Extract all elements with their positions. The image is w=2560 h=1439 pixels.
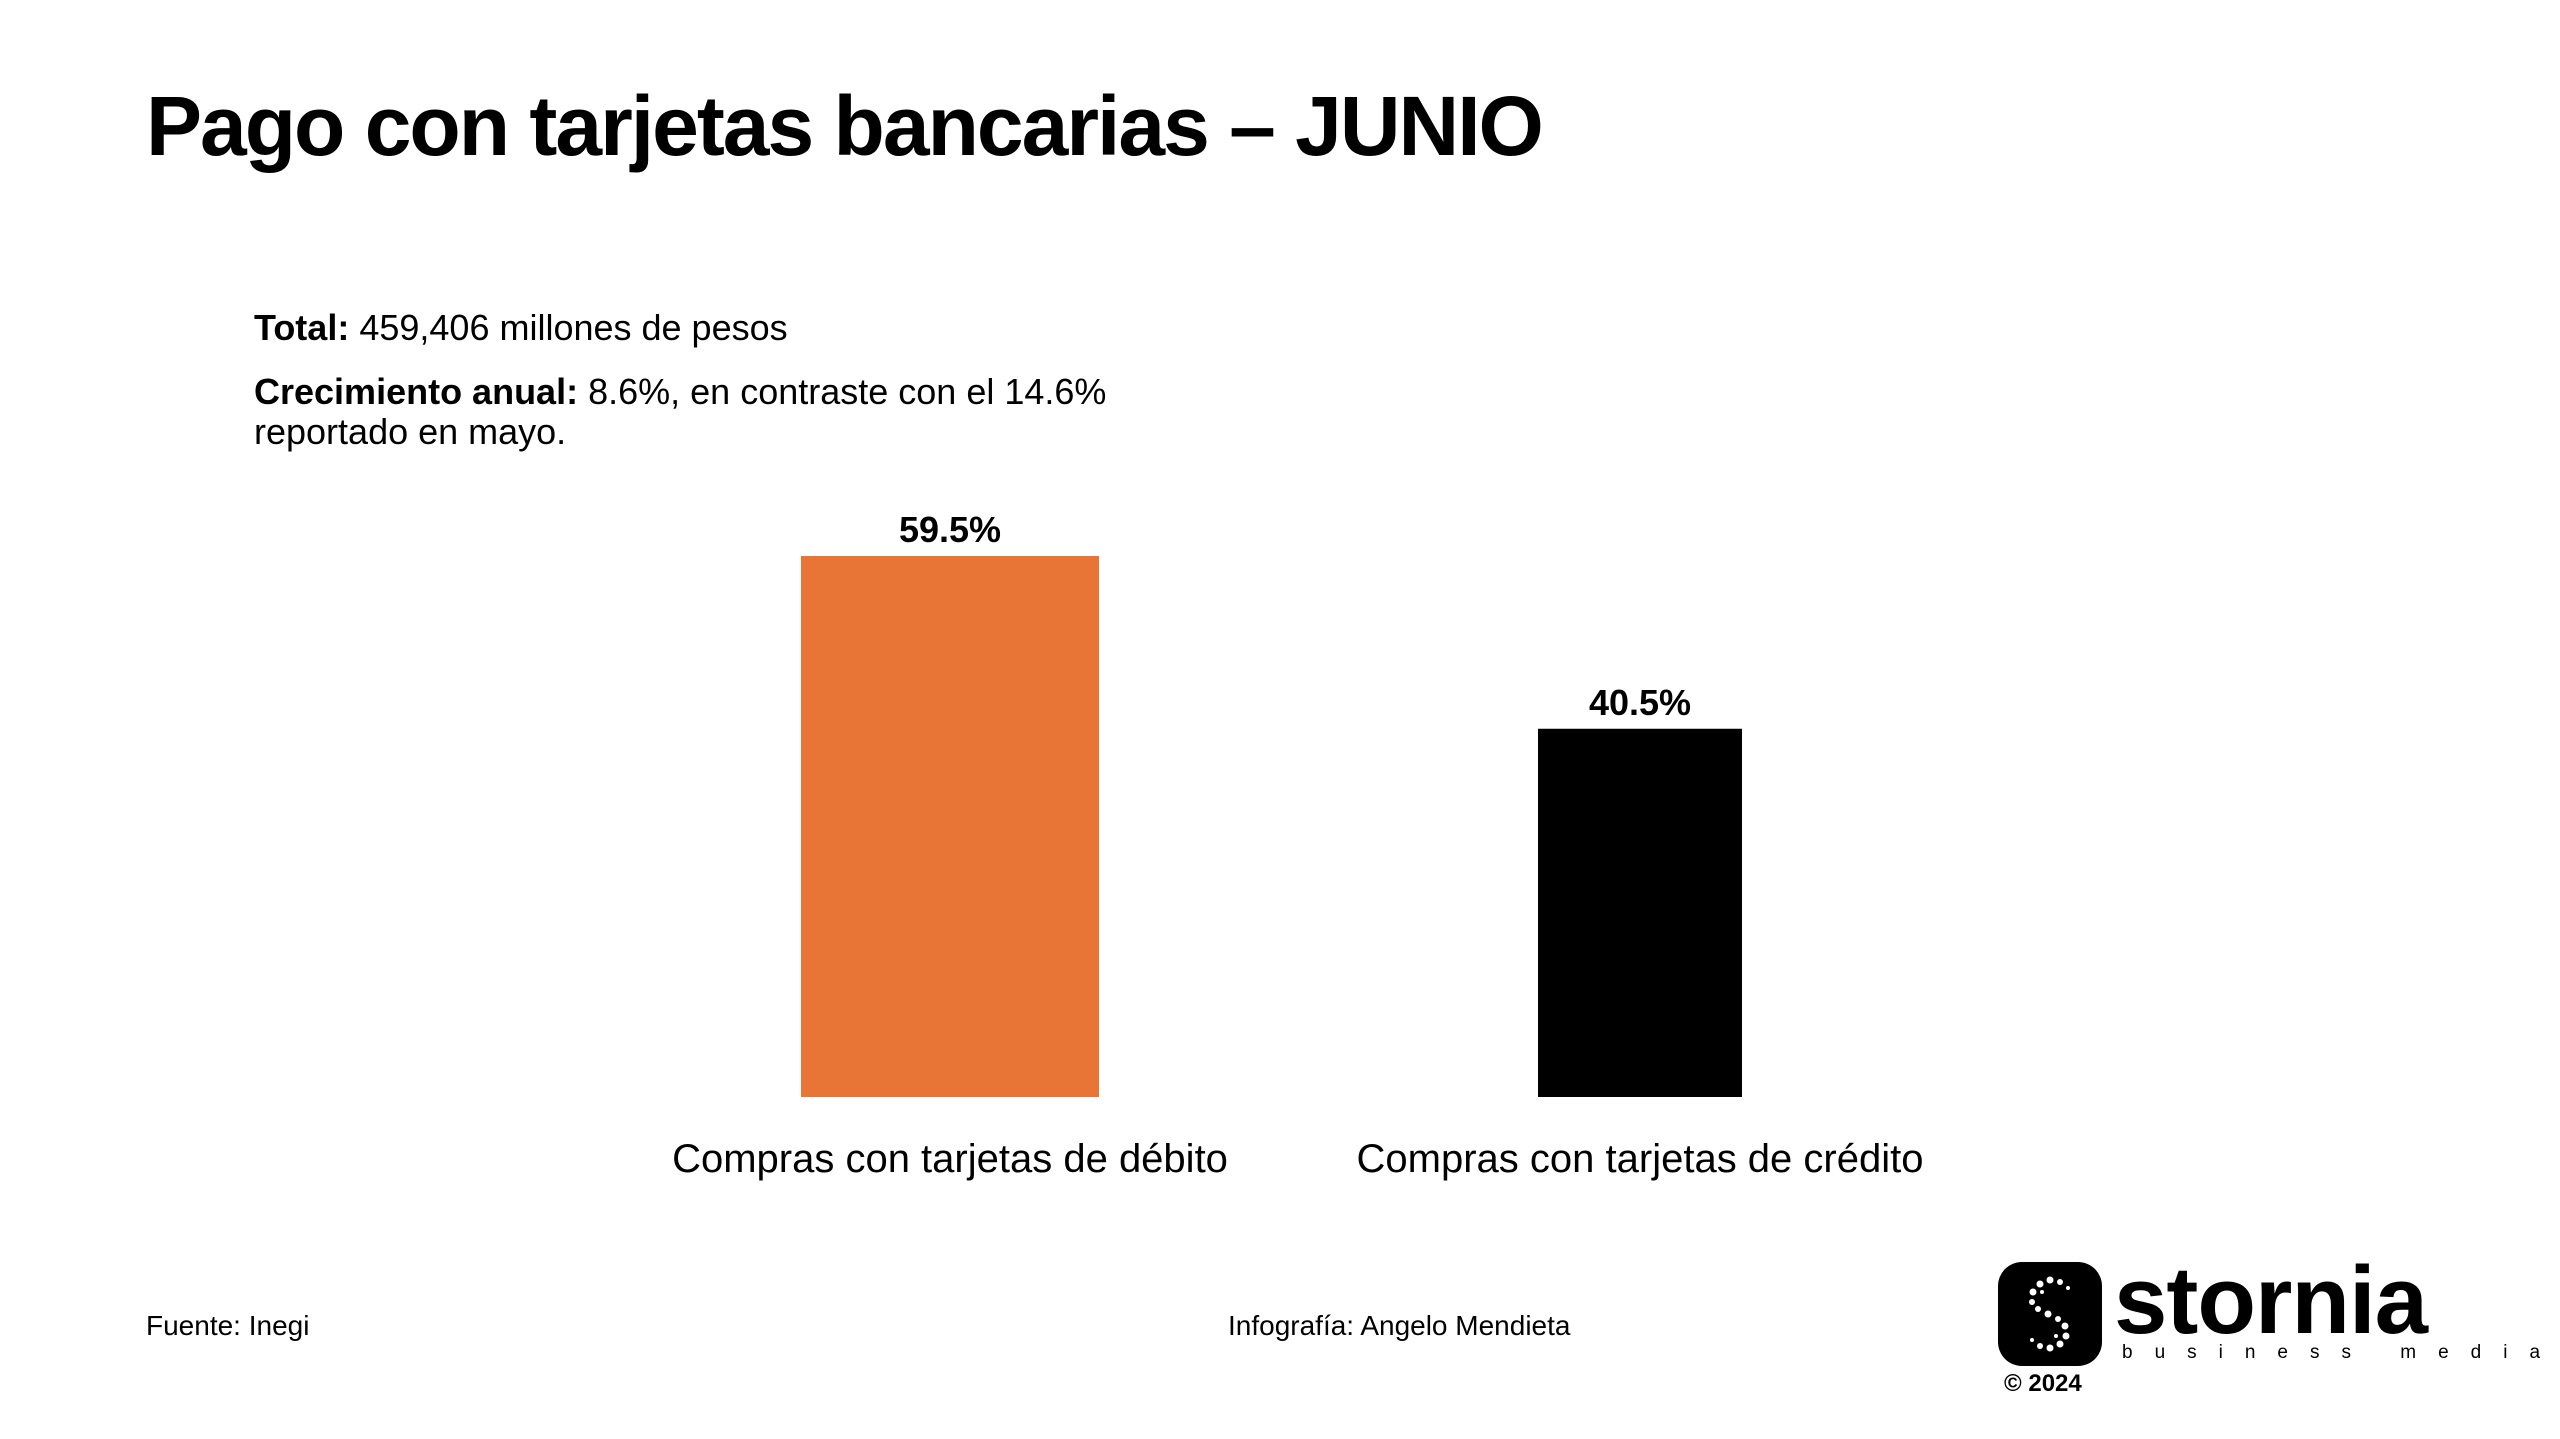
stornia-s-icon xyxy=(1998,1262,2102,1366)
bar-1 xyxy=(801,556,1099,1097)
logo-tagline: business media xyxy=(2122,1342,2560,1363)
credit-note: Infografía: Angelo Mendieta xyxy=(1228,1310,1571,1341)
category-label-1: Compras con tarjetas de débito xyxy=(672,1137,1228,1181)
growth-stat: Crecimiento anual: 8.6%, en contraste co… xyxy=(254,372,1106,452)
summary-stats: Total: 459,406 millones de pesos Crecimi… xyxy=(254,308,1106,452)
page-title: Pago con tarjetas bancarias – JUNIO xyxy=(146,79,1544,173)
category-label-2: Compras con tarjetas de crédito xyxy=(1357,1137,1924,1181)
total-label: Total: xyxy=(254,307,350,348)
total-value: 459,406 millones de pesos xyxy=(359,307,788,348)
data-label-2: 40.5% xyxy=(1589,682,1691,723)
logo-copyright: © 2024 xyxy=(2004,1370,2082,1397)
growth-value: 8.6%, en contraste con el 14.6% xyxy=(588,371,1107,412)
source-note: Fuente: Inegi xyxy=(146,1310,310,1341)
data-label-1: 59.5% xyxy=(899,509,1001,550)
total-stat: Total: 459,406 millones de pesos xyxy=(254,308,1106,348)
bar-2 xyxy=(1538,728,1742,1097)
stornia-logo: stornia business media © 2024 xyxy=(1998,1247,2540,1397)
growth-value-continued: reportado en mayo. xyxy=(254,411,567,452)
growth-label: Crecimiento anual: xyxy=(254,371,579,412)
logo-wordmark: stornia xyxy=(2114,1247,2428,1354)
